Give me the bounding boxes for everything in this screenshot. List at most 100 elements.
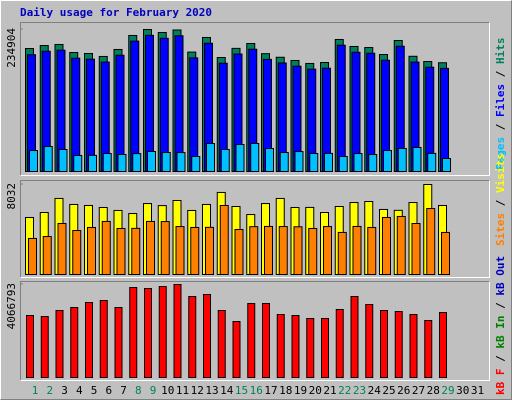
bar xyxy=(365,304,374,379)
bar xyxy=(309,153,319,173)
bar xyxy=(380,309,388,378)
bar xyxy=(28,237,37,275)
x-tick-label: 8 xyxy=(135,384,142,397)
bar xyxy=(188,296,197,378)
bar xyxy=(99,299,108,378)
panel-bevel-light xyxy=(20,22,490,176)
bar xyxy=(205,226,214,276)
bar xyxy=(174,35,184,172)
bar xyxy=(396,215,406,276)
x-tick-label: 26 xyxy=(397,384,410,397)
bar xyxy=(160,221,170,276)
legend-separator: / xyxy=(494,296,507,316)
bar xyxy=(338,155,348,172)
x-tick-label: 5 xyxy=(91,384,98,397)
bar xyxy=(293,226,303,275)
x-tick-label: 29 xyxy=(441,384,454,397)
bar xyxy=(117,153,127,173)
bar xyxy=(217,309,226,378)
bar xyxy=(308,227,318,276)
x-tick-label: 7 xyxy=(120,384,127,397)
bar xyxy=(337,231,347,275)
bar xyxy=(73,155,83,172)
bar xyxy=(367,226,377,276)
bar xyxy=(57,222,67,276)
bar xyxy=(144,287,152,378)
bar xyxy=(411,222,421,276)
bar xyxy=(278,226,288,275)
bar xyxy=(158,285,167,379)
x-tick-label: 25 xyxy=(382,384,395,397)
x-tick-label: 17 xyxy=(264,384,277,397)
legend-entry: Pages xyxy=(494,137,507,170)
legend-separator: / xyxy=(494,193,507,213)
legend: Sites / Visits xyxy=(494,153,507,246)
bar xyxy=(249,226,259,275)
bar xyxy=(294,151,304,173)
bar xyxy=(159,37,169,172)
bar xyxy=(397,147,407,173)
bar xyxy=(250,142,260,172)
legend-entry: Files xyxy=(494,84,507,117)
bar xyxy=(220,148,230,172)
bar xyxy=(146,220,155,275)
x-tick-label: 13 xyxy=(205,384,218,397)
legend-separator: / xyxy=(494,117,507,137)
bar xyxy=(55,309,64,378)
bar xyxy=(442,157,451,172)
bar xyxy=(114,307,123,378)
legend-entry: kB F xyxy=(494,369,507,396)
legend: Pages / Files / Hits xyxy=(494,38,507,171)
bar xyxy=(71,57,81,173)
bar xyxy=(29,150,38,172)
bar xyxy=(190,226,200,276)
bar xyxy=(175,226,185,275)
bar xyxy=(43,146,53,173)
x-tick-label: 31 xyxy=(471,384,484,397)
x-tick-label: 6 xyxy=(105,384,112,397)
bar xyxy=(132,153,142,173)
panel-bevel-dark xyxy=(20,22,490,176)
bar xyxy=(58,148,68,172)
bar xyxy=(72,230,82,275)
bar xyxy=(42,236,52,275)
x-tick-label: 9 xyxy=(150,384,157,397)
legend-entry: Hits xyxy=(494,38,507,65)
bar xyxy=(219,204,229,276)
x-tick-label: 15 xyxy=(235,384,248,397)
bar xyxy=(85,301,93,379)
bar xyxy=(324,152,333,173)
bar xyxy=(424,319,433,378)
bar xyxy=(353,153,363,172)
x-tick-label: 4 xyxy=(76,384,83,397)
legend-entry: kB In xyxy=(494,316,507,349)
x-tick-label: 19 xyxy=(294,384,307,397)
bar xyxy=(441,231,450,275)
x-tick-label: 21 xyxy=(323,384,336,397)
bar xyxy=(336,44,346,172)
bar xyxy=(102,153,112,173)
bar xyxy=(26,315,34,379)
y-max-label: 8032 xyxy=(5,183,18,210)
x-tick-label: 1 xyxy=(32,384,39,397)
x-tick-label: 18 xyxy=(279,384,292,397)
bar xyxy=(234,229,244,275)
x-tick-label: 14 xyxy=(220,384,234,397)
bar xyxy=(368,154,378,172)
bar xyxy=(323,226,332,275)
x-tick-label: 2 xyxy=(46,384,53,397)
bar xyxy=(382,216,391,276)
bar xyxy=(235,143,245,172)
bar xyxy=(440,67,449,172)
bar xyxy=(88,154,97,172)
x-tick-label: 20 xyxy=(309,384,322,397)
legend-separator: / xyxy=(494,349,507,369)
bar xyxy=(409,313,418,378)
bar xyxy=(173,284,182,378)
bar xyxy=(335,308,344,378)
bar xyxy=(189,57,199,172)
x-tick-label: 27 xyxy=(412,384,425,397)
bar xyxy=(206,143,215,172)
bar xyxy=(129,287,138,378)
